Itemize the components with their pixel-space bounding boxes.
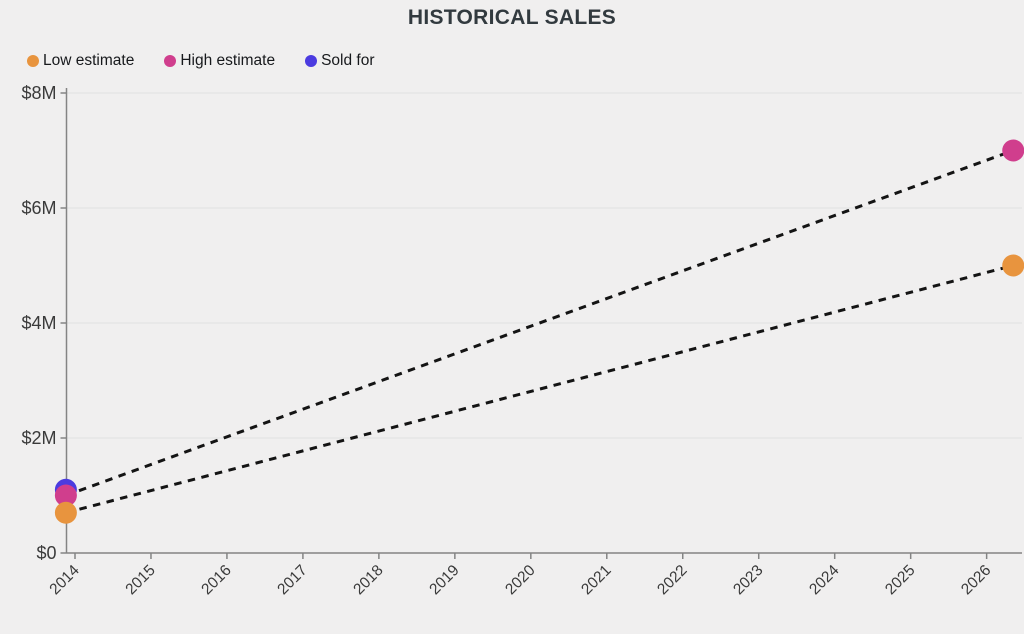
marker-low-estimate: [1002, 254, 1024, 277]
x-axis-label: 2022: [654, 562, 690, 598]
marker-high-estimate: [1002, 139, 1024, 162]
marker-low-estimate: [54, 501, 77, 524]
legend-label: Sold for: [321, 52, 375, 69]
trend-line-low-estimate: [65, 264, 1014, 515]
x-axis-label: 2016: [198, 562, 234, 598]
trend-line-high-estimate: [65, 149, 1014, 497]
x-axis-label: 2024: [806, 562, 843, 599]
x-axis-label: 2020: [502, 562, 539, 599]
y-axis-label: $2M: [21, 428, 56, 448]
x-axis-label: 2026: [958, 562, 994, 598]
legend-item-low-estimate[interactable]: Low estimate: [27, 52, 134, 70]
x-axis-label: 2025: [882, 562, 918, 598]
chart-legend: Low estimate High estimate Sold for: [27, 52, 375, 70]
legend-dot-sold-for: [305, 55, 318, 67]
x-axis-label: 2019: [426, 562, 462, 598]
legend-dot-low-estimate: [27, 55, 39, 67]
y-axis-label: $0: [36, 543, 56, 563]
x-axis-label: 2017: [274, 562, 310, 598]
x-axis-label: 2014: [46, 562, 83, 599]
x-axis-label: 2018: [350, 562, 386, 598]
x-axis-label: 2015: [122, 562, 158, 598]
legend-label: High estimate: [180, 52, 276, 69]
marker-high-estimate: [54, 484, 77, 507]
y-axis-label: $6M: [21, 198, 56, 218]
y-axis-label: $4M: [21, 313, 56, 333]
legend-item-sold-for[interactable]: Sold for: [305, 52, 375, 70]
legend-label: Low estimate: [43, 52, 135, 69]
y-axis-label: $8M: [21, 83, 56, 103]
x-axis-label: 2021: [578, 562, 614, 598]
chart-title: HISTORICAL SALES: [407, 6, 617, 29]
legend-item-high-estimate[interactable]: High estimate: [164, 52, 275, 70]
x-axis-label: 2023: [730, 562, 766, 598]
legend-dot-high-estimate: [164, 55, 177, 67]
